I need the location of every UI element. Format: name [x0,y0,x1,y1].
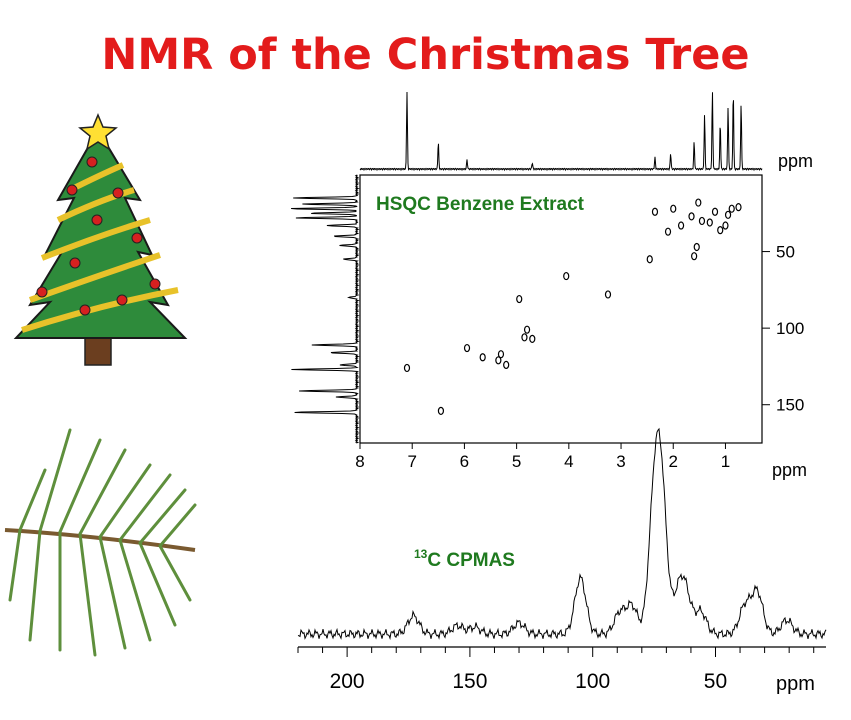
hsqc-cross-peak [722,221,729,230]
cpmas-x-axis-unit: ppm [776,673,815,695]
hsqc-y-tick-label: 150 [776,396,804,415]
hsqc-y-axis: 50 100 150 [762,243,804,415]
hsqc-x-tick-label: 7 [407,452,416,471]
hsqc-cross-peak [529,334,536,343]
hsqc-cross-peak [695,198,702,207]
page-title: NMR of the Christmas Tree [101,30,750,80]
hsqc-cross-peak [717,226,724,235]
hsqc-label: HSQC Benzene Extract [376,194,585,215]
hsqc-side-projection [291,174,360,444]
hsqc-cross-peak [521,333,528,342]
hsqc-cross-peak [724,210,732,219]
hsqc-cross-peak [495,356,502,365]
hsqc-y-tick-label: 100 [776,319,804,338]
cpmas-x-tick-label: 200 [330,670,365,693]
hsqc-x-tick-label: 2 [669,452,678,471]
hsqc-cross-peak [646,255,653,264]
hsqc-cross-peak [677,221,685,230]
hsqc-x-tick-label: 1 [721,452,730,471]
hsqc-cross-peak [688,212,695,221]
hsqc-plot-frame [359,174,763,444]
cpmas-label: 13C CPMAS [414,547,515,571]
cpmas-label-main: C CPMAS [427,550,515,571]
cpmas-x-tick-label: 50 [704,670,727,693]
hsqc-cross-peak [403,363,411,373]
hsqc-top-projection [359,91,763,172]
pine-branch-icon [4,428,197,657]
hsqc-cross-peak [670,204,677,213]
hsqc-x-tick-label: 5 [512,452,521,471]
hsqc-x-tick-label: 8 [355,452,364,471]
hsqc-cross-peak [563,271,570,281]
cpmas-x-axis: 200 150 100 50 [297,647,815,693]
hsqc-cross-peaks [403,198,742,415]
hsqc-y-axis-unit: ppm [778,151,813,171]
hsqc-x-tick-label: 3 [616,452,625,471]
hsqc-x-tick-label: 6 [460,452,469,471]
hsqc-cross-peak [497,350,505,359]
hsqc-cross-peak [735,203,742,212]
hsqc-cross-peak [523,325,531,334]
hsqc-cross-peak [651,207,659,216]
hsqc-cross-peak [691,252,698,261]
hsqc-chart: 8 7 6 5 4 3 2 1 50 100 150 HSQC Benzene Extract p… [291,91,813,480]
hsqc-cross-peak [437,406,445,415]
cpmas-spectrum-line [297,427,827,641]
hsqc-x-axis-unit: ppm [772,460,807,480]
hsqc-cross-peak [463,343,471,353]
christmas-tree-icon [13,113,188,366]
cpmas-x-tick-label: 150 [452,670,487,693]
hsqc-y-tick-label: 50 [776,243,795,262]
cpmas-x-tick-label: 100 [575,670,610,693]
hsqc-cross-peak [728,204,735,213]
hsqc-cross-peak [698,216,706,226]
hsqc-cross-peak [503,360,510,369]
cpmas-label-superscript: 13 [414,547,428,561]
hsqc-cross-peak [706,218,713,227]
hsqc-x-tick-label: 4 [564,452,573,471]
hsqc-cross-peak [693,242,700,252]
hsqc-cross-peak [604,290,612,299]
cpmas-chart: 200 150 100 50 13C CPMAS ppm [297,427,827,695]
hsqc-cross-peak [479,353,486,362]
hsqc-cross-peak [516,294,523,304]
hsqc-cross-peak [664,227,672,236]
hsqc-cross-peak [711,207,719,216]
hsqc-x-axis: 8 7 6 5 4 3 2 1 [355,443,730,471]
